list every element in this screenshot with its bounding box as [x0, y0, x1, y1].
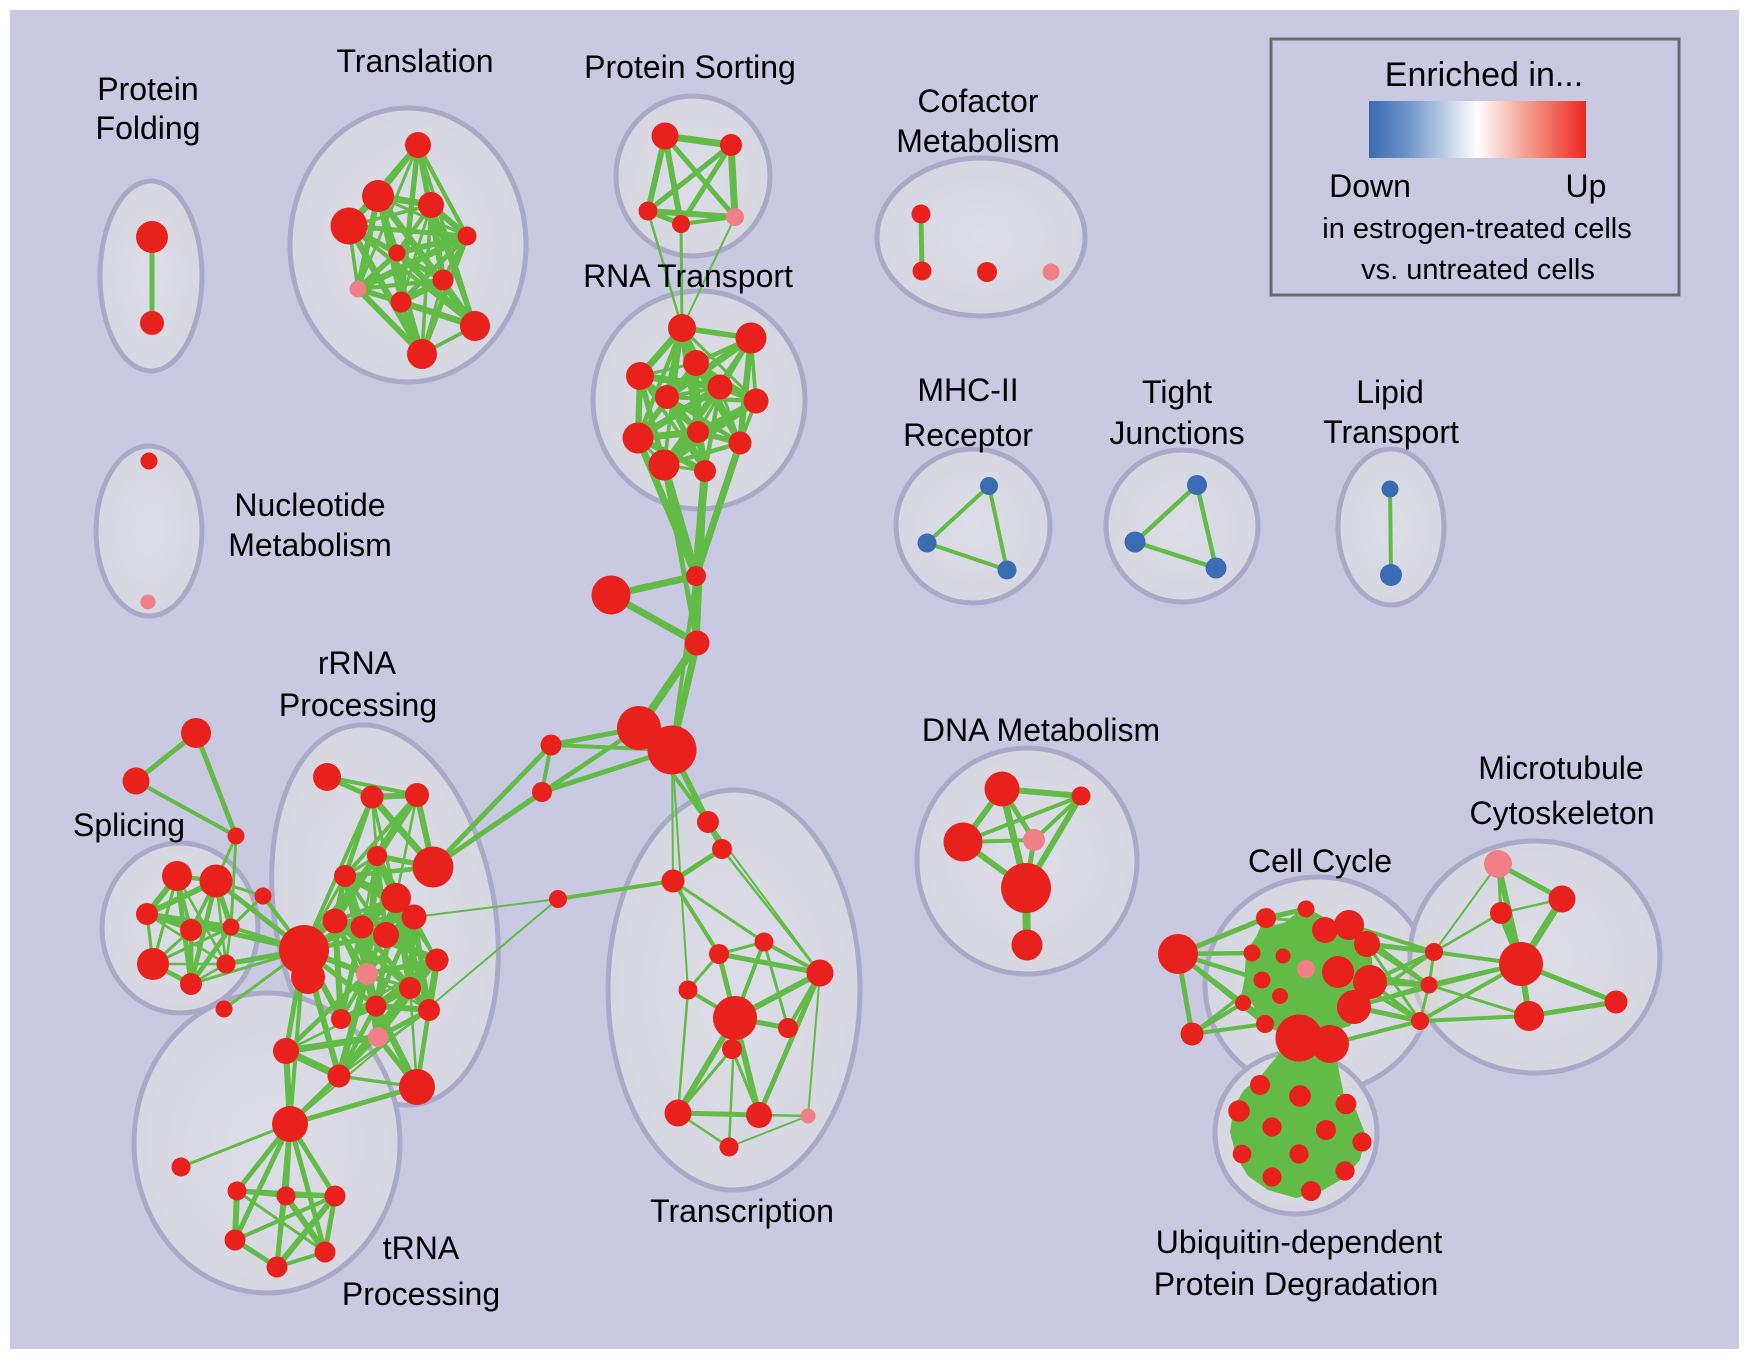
svg-text:Processing: Processing: [279, 687, 437, 723]
svg-text:Ubiquitin-dependent: Ubiquitin-dependent: [1156, 1224, 1443, 1260]
svg-text:Tight: Tight: [1142, 374, 1212, 410]
svg-text:Lipid: Lipid: [1356, 374, 1424, 410]
svg-text:Transport: Transport: [1323, 414, 1459, 450]
svg-text:Protein Sorting: Protein Sorting: [584, 49, 796, 85]
svg-text:Metabolism: Metabolism: [896, 123, 1060, 159]
svg-text:Receptor: Receptor: [903, 417, 1033, 453]
svg-text:tRNA: tRNA: [383, 1230, 460, 1266]
svg-text:RNA Transport: RNA Transport: [583, 258, 793, 294]
svg-text:Transcription: Transcription: [650, 1193, 834, 1229]
svg-text:rRNA: rRNA: [318, 645, 397, 681]
svg-text:Protein: Protein: [97, 71, 198, 107]
svg-text:MHC-II: MHC-II: [917, 372, 1018, 408]
svg-text:Cofactor: Cofactor: [918, 83, 1039, 119]
svg-text:Translation: Translation: [336, 43, 493, 79]
svg-text:DNA Metabolism: DNA Metabolism: [922, 712, 1160, 748]
svg-text:Splicing: Splicing: [73, 807, 185, 843]
svg-text:Cell Cycle: Cell Cycle: [1248, 843, 1392, 879]
svg-text:Cytoskeleton: Cytoskeleton: [1470, 795, 1655, 831]
svg-text:Down: Down: [1329, 168, 1411, 204]
svg-text:Protein Degradation: Protein Degradation: [1154, 1266, 1439, 1302]
svg-text:Folding: Folding: [96, 110, 201, 146]
svg-text:Up: Up: [1566, 168, 1607, 204]
svg-text:in estrogen-treated cells: in estrogen-treated cells: [1322, 213, 1632, 245]
svg-text:Junctions: Junctions: [1109, 415, 1244, 451]
svg-text:Nucleotide: Nucleotide: [234, 487, 385, 523]
svg-text:Metabolism: Metabolism: [228, 527, 392, 563]
svg-text:vs. untreated cells: vs. untreated cells: [1361, 254, 1595, 286]
svg-text:Enriched in...: Enriched in...: [1385, 56, 1583, 94]
svg-text:Processing: Processing: [342, 1276, 500, 1312]
svg-text:Microtubule: Microtubule: [1478, 750, 1643, 786]
